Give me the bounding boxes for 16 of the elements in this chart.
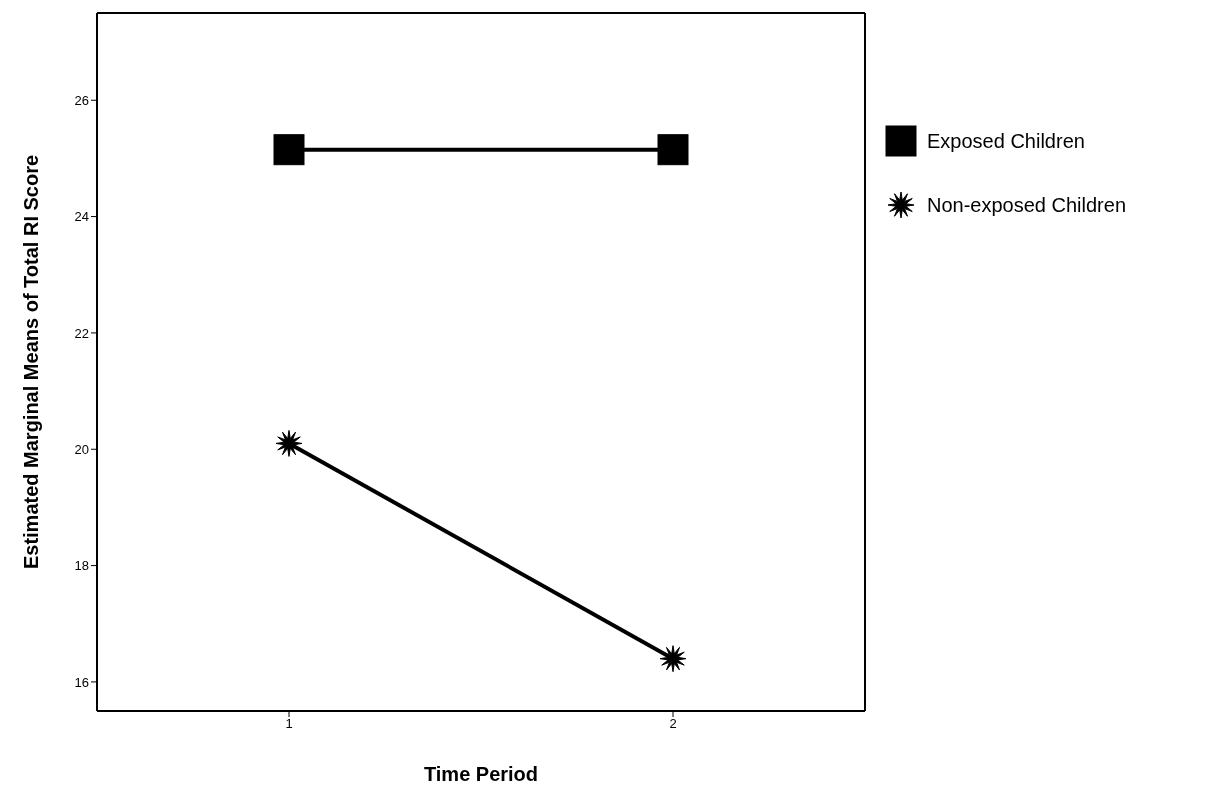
y-axis-title: Estimated Marginal Means of Total RI Score xyxy=(20,154,43,570)
legend-label: Non-exposed Children xyxy=(927,193,1127,217)
legend-label: Exposed Children xyxy=(927,129,1085,153)
y-tick-label: 20 xyxy=(74,441,89,457)
point xyxy=(275,429,303,457)
y-tick-label: 16 xyxy=(74,674,89,690)
x-tick-label: 1 xyxy=(285,716,293,732)
x-tick-label: 2 xyxy=(669,716,677,732)
y-tick-label: 24 xyxy=(74,209,89,225)
y-tick-label: 22 xyxy=(74,325,89,341)
x-axis-title: Time Period xyxy=(423,763,539,785)
point xyxy=(273,134,305,166)
y-tick-label: 26 xyxy=(74,92,89,108)
y-tick-label: 18 xyxy=(74,558,89,574)
point xyxy=(657,134,689,166)
point xyxy=(659,645,687,673)
